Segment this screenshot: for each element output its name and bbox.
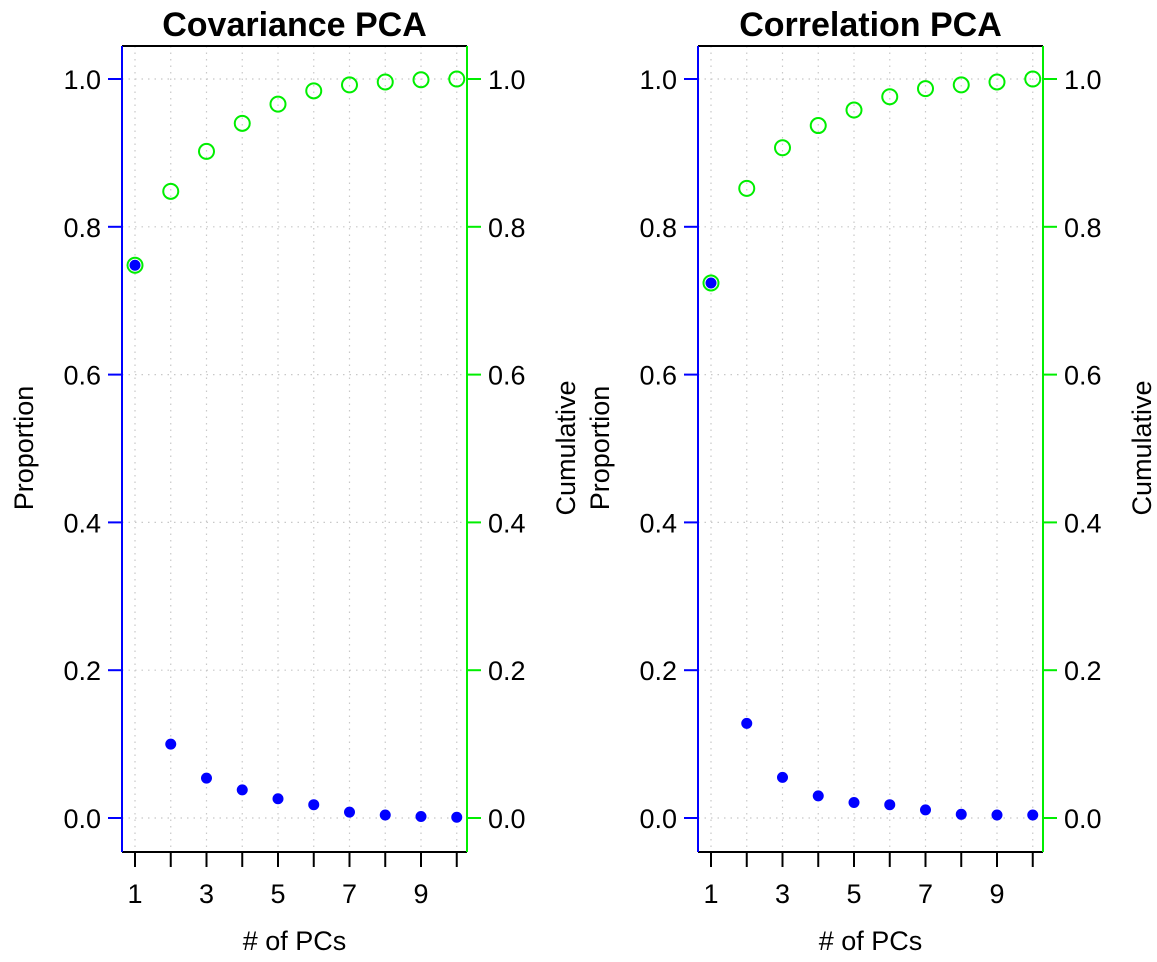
proportion-point [1027,809,1039,821]
y-axis-title-right: Cumulative [1127,380,1157,515]
proportion-point [415,811,427,823]
cumulative-point [702,274,720,292]
chart-panel-2: 0.0 0.0 0.2 0.2 0.4 0.4 0.6 0.6 0.8 0.8 1.0 1.0 1 3 5 7… [585,6,1157,956]
x-tick-label: 9 [413,879,428,909]
proportion-point [955,808,967,820]
cumulative-point [233,114,251,132]
y-tick-label-right: 0.6 [1064,361,1102,391]
y-tick-label-right: 0.6 [488,361,526,391]
y-tick-label-right: 0.2 [488,656,526,686]
proportion-point [129,259,141,271]
cumulative-point [305,82,323,100]
proportion-point [236,784,248,796]
proportion-point [884,799,896,811]
cumulative-point [162,182,180,200]
cumulative-point [738,179,756,197]
x-tick-label: 3 [775,879,790,909]
cumulative-point [988,73,1006,91]
y-tick-label-left: 0.8 [63,213,101,243]
y-tick-label-left: 0.2 [639,656,677,686]
y-tick-label-left: 0.4 [63,508,101,538]
proportion-point [344,806,355,818]
x-tick-label: 1 [127,879,142,909]
proportion-point [272,793,284,805]
y-tick-label-right: 0.2 [1064,656,1102,686]
x-axis-title: # of PCs [243,926,347,956]
cumulative-point [881,88,899,106]
x-axis-title: # of PCs [819,926,923,956]
chart-title: Covariance PCA [162,6,427,44]
proportion-point [308,799,320,811]
proportion-point [848,796,860,808]
y-tick-label-left: 0.6 [63,361,101,391]
x-tick-label: 5 [846,879,861,909]
y-tick-label-right: 0.0 [1064,804,1102,834]
y-tick-label-right: 0.8 [488,213,526,243]
cumulative-point [774,139,791,157]
y-tick-label-left: 1.0 [63,65,101,95]
chart-title: Correlation PCA [739,6,1002,44]
y-tick-label-left: 0.6 [639,361,677,391]
cumulative-point [809,117,827,135]
x-tick-label: 3 [199,879,214,909]
y-tick-label-left: 0.2 [63,656,101,686]
cumulative-point [952,76,970,94]
y-tick-label-left: 1.0 [639,65,677,95]
y-tick-label-right: 0.4 [1064,508,1102,538]
proportion-point [991,809,1003,821]
proportion-point [777,771,788,783]
y-tick-label-right: 0.8 [1064,213,1102,243]
cumulative-point [448,70,466,88]
proportion-point [379,809,391,821]
y-tick-label-left: 0.0 [639,804,677,834]
y-tick-label-right: 0.4 [488,508,526,538]
cumulative-point [198,142,215,160]
cumulative-point [845,101,863,119]
proportion-point [741,717,753,729]
y-axis-title-left: Proportion [585,386,615,511]
cumulative-point [917,80,934,98]
cumulative-point [341,76,358,94]
proportion-point [812,790,824,802]
y-tick-label-right: 0.0 [488,804,526,834]
proportion-point [705,277,717,289]
y-axis-title-left: Proportion [9,386,39,511]
x-tick-label: 9 [989,879,1004,909]
y-tick-label-right: 1.0 [488,65,526,95]
cumulative-point [412,71,430,89]
x-tick-label: 5 [270,879,285,909]
proportion-point [165,738,177,750]
x-tick-label: 1 [703,879,718,909]
x-tick-label: 7 [342,879,357,909]
y-tick-label-right: 1.0 [1064,65,1102,95]
proportion-point [920,804,931,816]
proportion-point [451,811,463,823]
cumulative-point [376,73,394,91]
cumulative-point [126,256,144,274]
chart-panel-1: 0.0 0.0 0.2 0.2 0.4 0.4 0.6 0.6 0.8 0.8 1.0 1.0 1 3 5 7… [9,6,581,956]
y-tick-label-left: 0.0 [63,804,101,834]
proportion-point [201,772,212,784]
x-tick-label: 7 [918,879,933,909]
cumulative-point [1024,70,1042,88]
y-tick-label-left: 0.8 [639,213,677,243]
cumulative-point [269,95,287,113]
y-tick-label-left: 0.4 [639,508,677,538]
y-axis-title-right: Cumulative [551,380,581,515]
